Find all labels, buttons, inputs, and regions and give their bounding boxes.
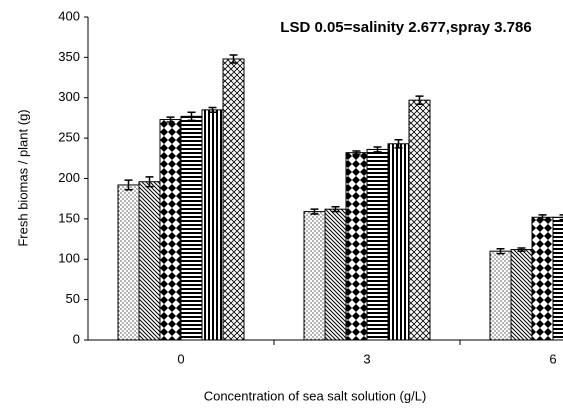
error-bar: [373, 146, 382, 153]
x-axis-label: Concentration of sea salt solution (g/L): [204, 388, 427, 403]
annotation: LSD 0.05=salinity 2.677,spray 3.786: [280, 19, 531, 36]
bar: [489, 250, 512, 341]
error-bar: [208, 106, 217, 114]
error-bar: [352, 150, 361, 156]
bar: [117, 184, 140, 341]
error-bar: [559, 214, 563, 221]
error-bar: [415, 95, 424, 105]
y-tick-label: 50: [66, 291, 80, 306]
y-tick-label: 300: [58, 89, 80, 104]
bar: [408, 99, 431, 341]
bar: [345, 152, 368, 341]
error-bar: [310, 208, 319, 215]
y-tick-label: 350: [58, 49, 80, 64]
error-bar: [538, 214, 547, 221]
error-bar: [166, 116, 175, 123]
error-bar: [331, 206, 340, 213]
bar: [159, 119, 182, 341]
y-axis-label: Fresh biomas / plant (g): [15, 109, 30, 246]
bar: [138, 181, 161, 341]
bar: [303, 211, 326, 341]
bar: [552, 216, 563, 341]
x-tick-label: 0: [177, 351, 184, 366]
error-bar: [124, 179, 133, 191]
bar: [531, 216, 554, 341]
error-bar: [145, 176, 154, 188]
error-bar: [229, 54, 238, 64]
y-tick-label: 100: [58, 251, 80, 266]
error-bar: [496, 248, 505, 255]
y-tick-label: 250: [58, 130, 80, 145]
y-tick-label: 0: [73, 331, 80, 346]
bar: [510, 249, 533, 341]
y-tick-label: 400: [58, 8, 80, 23]
error-bar: [187, 111, 196, 122]
bar: [387, 143, 410, 341]
bar: [366, 148, 389, 341]
bar: [180, 115, 203, 341]
x-tick-label: 6: [549, 351, 556, 366]
y-tick-label: 200: [58, 170, 80, 185]
bar: [222, 58, 245, 341]
error-bar: [517, 247, 526, 252]
x-tick-label: 3: [363, 351, 370, 366]
bar: [324, 208, 347, 341]
y-tick-label: 150: [58, 210, 80, 225]
error-bar: [394, 138, 403, 149]
bar: [201, 109, 224, 341]
